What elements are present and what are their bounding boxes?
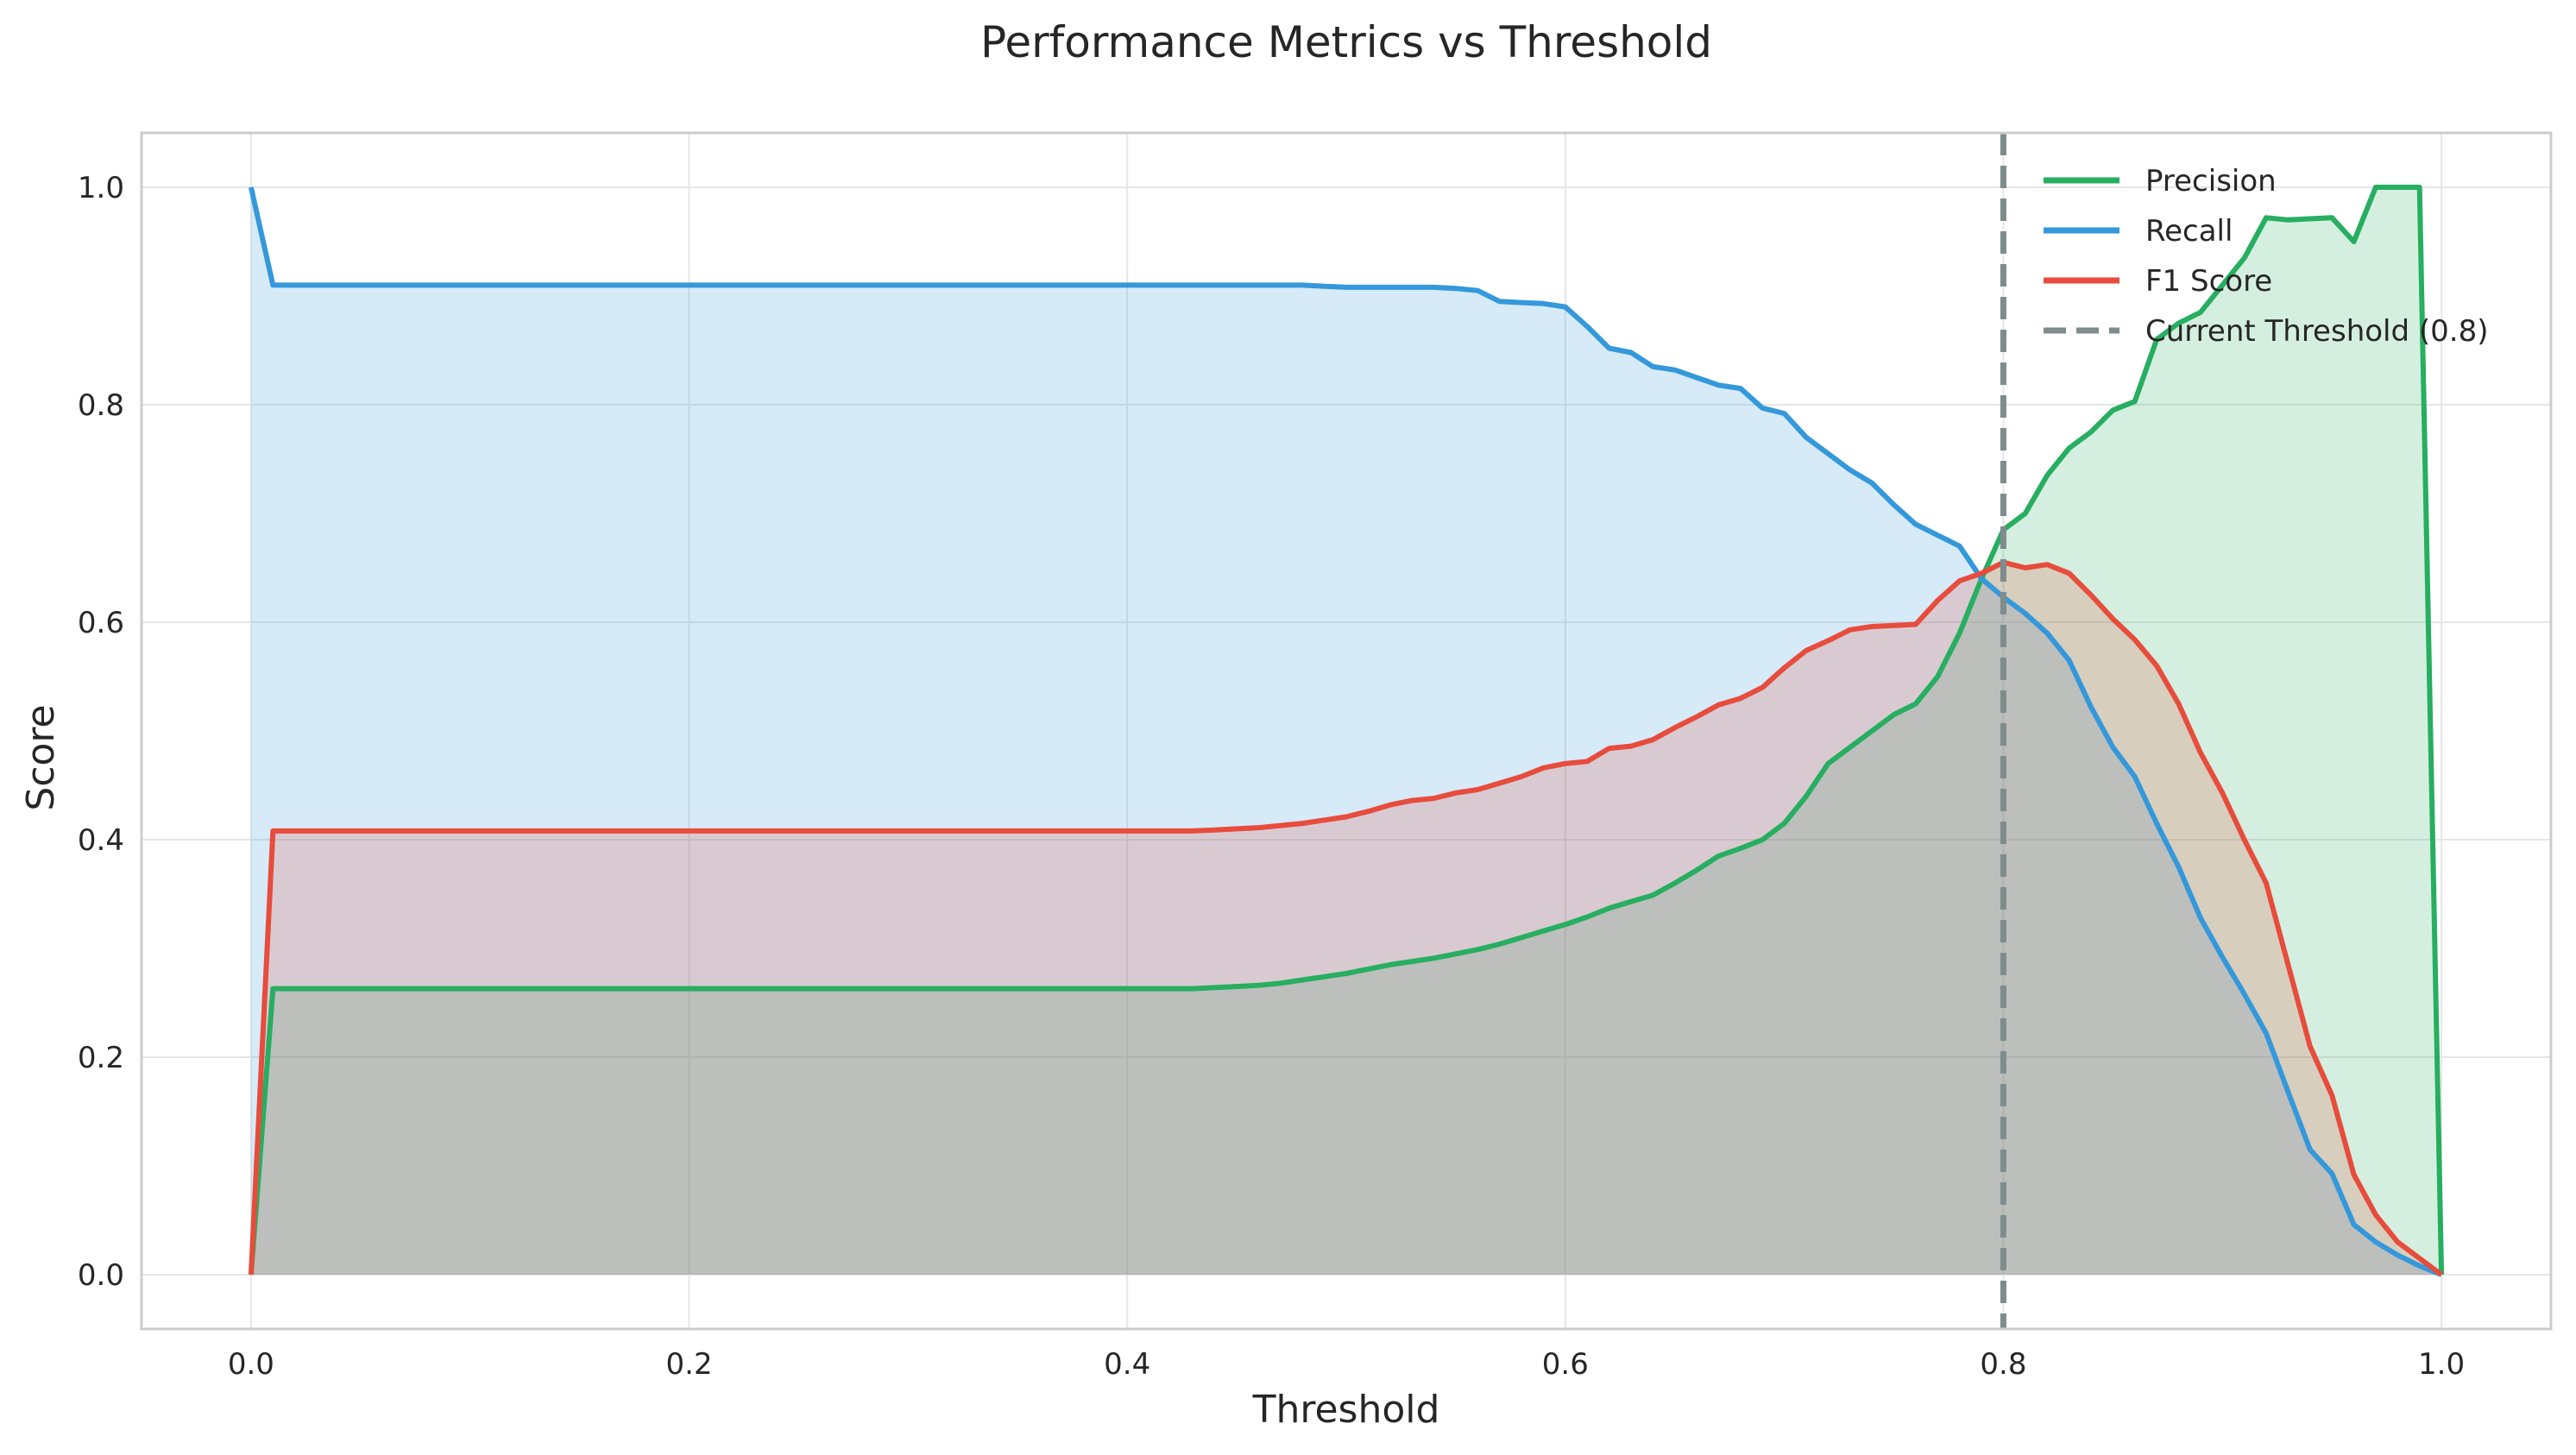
recall-area (250, 187, 2442, 1275)
y-tick-label: 1.0 (78, 171, 124, 205)
legend: Precision Recall F1 Score Current Threshold… (2044, 164, 2488, 349)
y-tick-label: 0.2 (78, 1041, 124, 1075)
legend-label: F1 Score (2145, 264, 2272, 299)
series-lines (248, 185, 2445, 1277)
legend-label: Current Threshold (0.8) (2145, 314, 2488, 349)
x-tick-label: 1.0 (2418, 1347, 2465, 1382)
legend-label: Recall (2145, 214, 2233, 249)
y-tick-label: 0.0 (78, 1258, 124, 1293)
x-tick-label: 0.6 (1542, 1347, 1589, 1382)
grid-lines (142, 133, 2551, 1329)
precision-line (248, 185, 2445, 1275)
y-tick-label: 0.8 (78, 388, 124, 423)
y-axis-label: Score (19, 704, 63, 810)
x-tick-label: 0.4 (1104, 1347, 1150, 1382)
x-tick-label: 0.0 (228, 1347, 274, 1382)
chart-title: Performance Metrics vs Threshold (980, 17, 1712, 67)
f1-score-line (248, 559, 2443, 1277)
recall-line (248, 186, 2443, 1277)
y-tick-label: 0.4 (78, 823, 124, 858)
plot-frame (140, 131, 2553, 1331)
f1-score-area (250, 562, 2442, 1275)
x-tick-label: 0.2 (666, 1347, 713, 1382)
precision-area (250, 187, 2442, 1275)
y-tick-label: 0.6 (78, 606, 124, 640)
legend-label: Precision (2145, 164, 2277, 198)
axis-ticks: 0.0 0.2 0.4 0.6 0.8 1.0 0.0 0.2 0.4 0.6 0.8 1.0 (78, 171, 2465, 1382)
x-tick-label: 0.8 (1980, 1347, 2026, 1382)
area-fills (250, 187, 2442, 1275)
x-axis-label: Threshold (1252, 1388, 1440, 1432)
